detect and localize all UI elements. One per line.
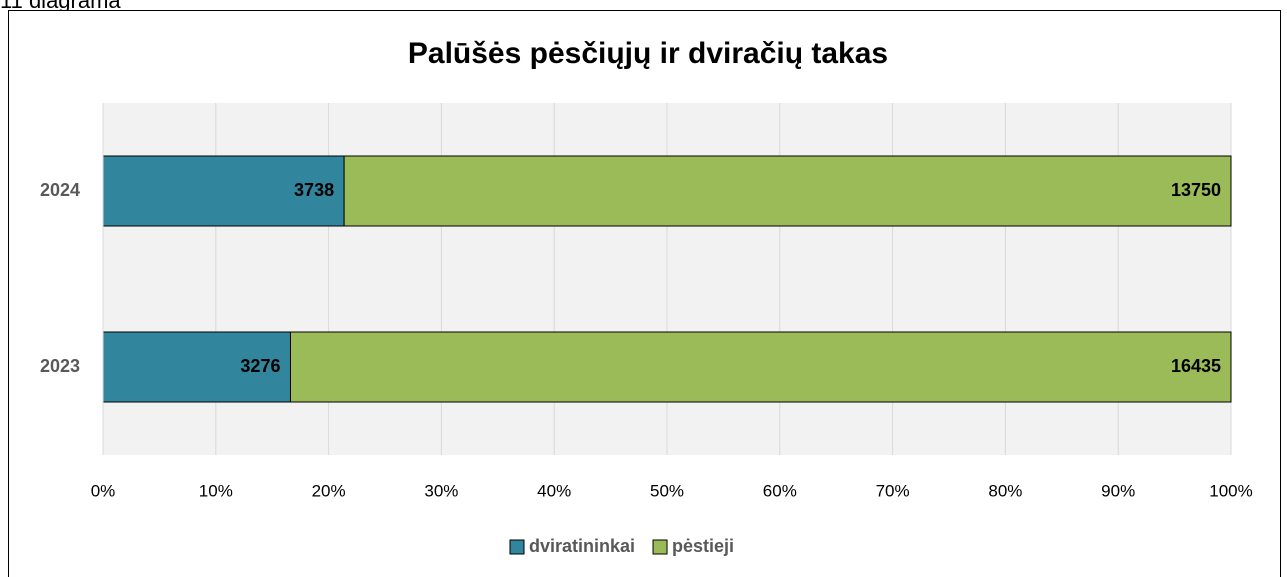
x-tick-label: 30% [424,481,458,500]
bar-segment [343,155,1232,227]
x-tick-label: 20% [312,481,346,500]
legend-label: dviratininkai [529,536,635,556]
x-tick-label: 60% [763,481,797,500]
legend-swatch [509,539,525,555]
x-tick-label: 90% [1101,481,1135,500]
x-tick-label: 0% [91,481,116,500]
data-label: 3276 [240,356,280,376]
x-tick-label: 10% [199,481,233,500]
bar-segment [289,331,1232,403]
data-label: 16435 [1171,356,1221,376]
y-tick-label: 2024 [40,180,80,200]
x-tick-label: 100% [1209,481,1252,500]
x-tick-label: 80% [988,481,1022,500]
data-label: 3738 [294,180,334,200]
bar-segment [102,155,345,227]
chart-title: Palūšės pėsčiųjų ir dviračių takas [408,37,888,70]
caption: 11 diagrama [0,0,121,13]
data-label: 13750 [1171,180,1221,200]
x-tick-label: 50% [650,481,684,500]
legend-swatch [652,539,668,555]
x-tick-label: 40% [537,481,571,500]
y-tick-label: 2023 [40,356,80,376]
legend-label: pėstieji [672,536,734,556]
x-tick-label: 70% [876,481,910,500]
